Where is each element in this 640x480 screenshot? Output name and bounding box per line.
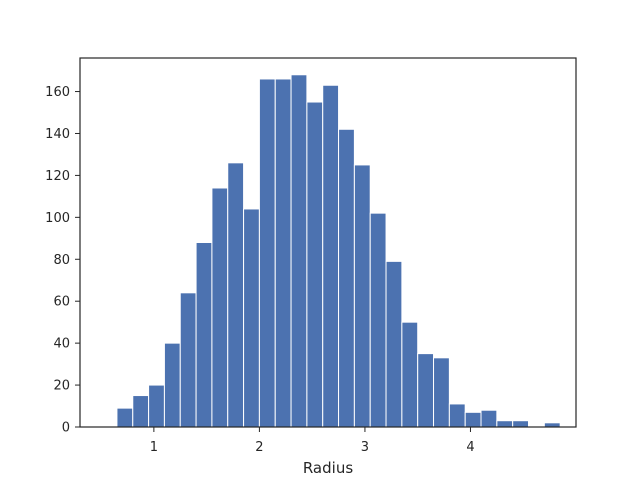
x-tick-label: 2 [255, 440, 263, 455]
histogram-bar [116, 407, 134, 428]
histogram-bar [243, 208, 260, 428]
histogram-bar [464, 411, 482, 428]
y-tick-label: 20 [53, 379, 70, 394]
plot-frame [79, 57, 577, 428]
y-tick-label: 60 [53, 295, 70, 310]
histogram-bar [385, 260, 403, 428]
histogram-bar [290, 74, 308, 428]
histogram-bar [195, 242, 213, 428]
histogram-bar [258, 78, 276, 428]
histogram-bar [227, 162, 245, 428]
histogram-bar [322, 84, 340, 428]
y-tick-label: 160 [45, 85, 70, 100]
y-axis-ticks: 0 20 40 60 80 100 120 140 160 [45, 85, 80, 436]
histogram-bar [401, 321, 419, 428]
x-axis-ticks: 1 2 3 4 [150, 427, 475, 455]
histogram-bar [369, 212, 387, 428]
histogram-bar [163, 342, 181, 428]
y-tick-label: 80 [53, 253, 70, 268]
histogram-bar [496, 420, 514, 428]
x-tick-label: 4 [466, 440, 474, 455]
x-tick-label: 1 [150, 440, 158, 455]
histogram-bar [353, 164, 371, 428]
histogram-bar [417, 353, 435, 428]
x-tick-label: 3 [361, 440, 369, 455]
histogram-bar [274, 78, 292, 428]
y-tick-label: 0 [62, 421, 70, 436]
histogram-bar [543, 422, 561, 428]
histogram-bar [211, 187, 229, 428]
y-tick-label: 40 [53, 337, 70, 352]
histogram-bar [512, 420, 530, 428]
histogram-bar [338, 128, 355, 428]
histogram-bars [116, 74, 561, 428]
y-tick-label: 100 [45, 211, 70, 226]
y-tick-label: 140 [45, 127, 70, 142]
histogram-bar [480, 409, 498, 428]
histogram-bar [148, 384, 165, 428]
histogram-bar [433, 357, 450, 428]
y-tick-label: 120 [45, 169, 70, 184]
histogram-bar [448, 403, 466, 428]
x-axis-label: Radius [303, 459, 353, 477]
histogram-bar [132, 395, 150, 428]
histogram-bar [179, 292, 197, 428]
histogram-bar [306, 101, 324, 428]
